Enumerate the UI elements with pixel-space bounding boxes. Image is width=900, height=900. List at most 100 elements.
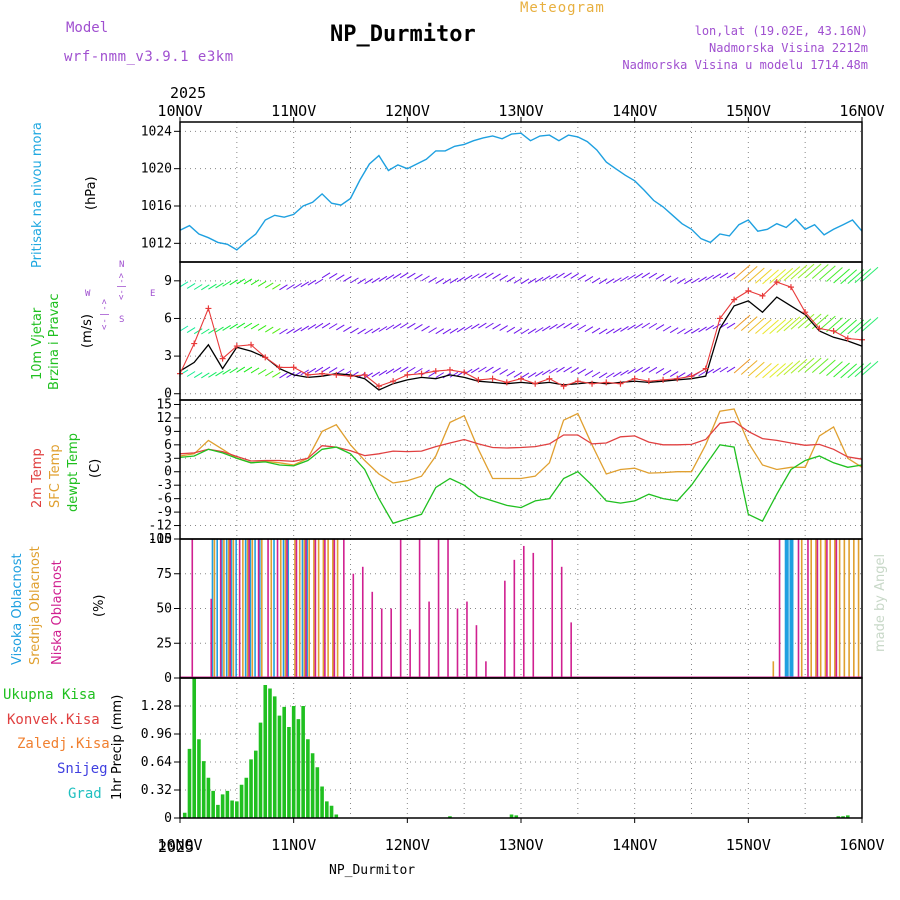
cloud-bar bbox=[800, 539, 803, 678]
precip-bar bbox=[334, 814, 339, 818]
precip-bar bbox=[253, 750, 258, 818]
wind-barb bbox=[854, 362, 872, 378]
precip-bar bbox=[514, 815, 519, 818]
wind-barb bbox=[314, 322, 324, 329]
wind-barb bbox=[854, 268, 872, 284]
wind-barb bbox=[215, 326, 224, 333]
wind-barb bbox=[556, 322, 565, 329]
wind-barb bbox=[698, 370, 707, 377]
precip-legend-total: Ukupna Kisa bbox=[3, 687, 96, 703]
precip-bar bbox=[220, 794, 225, 818]
model-name: wrf-nmm_v3.9.1 e3km bbox=[64, 49, 234, 65]
wind-tick-label: 0 bbox=[164, 387, 172, 402]
wind-barb bbox=[485, 272, 494, 279]
wind-gust-marker bbox=[802, 309, 809, 316]
cloud-bar bbox=[513, 559, 516, 678]
precip-bar bbox=[187, 748, 192, 818]
wind-gust-marker bbox=[475, 376, 482, 383]
time-label-top: 11NOV bbox=[271, 102, 316, 120]
wind-barb bbox=[634, 272, 643, 279]
wind-barb bbox=[556, 272, 565, 279]
wind-barb bbox=[485, 322, 494, 329]
wind-gust-marker bbox=[461, 369, 468, 376]
wind-gust-marker bbox=[731, 296, 738, 303]
wind-barb bbox=[712, 367, 722, 374]
wind-barb bbox=[755, 268, 772, 284]
cloud-bar bbox=[225, 539, 228, 678]
precip-bar bbox=[320, 786, 324, 818]
wind-barb bbox=[584, 370, 594, 376]
wind-barb bbox=[811, 314, 829, 330]
wind-barb bbox=[591, 277, 601, 284]
wind-barb bbox=[549, 367, 558, 374]
wind-barb bbox=[193, 284, 203, 290]
cloud-bar bbox=[336, 539, 339, 678]
cloud-bar bbox=[332, 539, 334, 678]
wind-barb bbox=[854, 318, 872, 334]
wind-barb bbox=[648, 322, 658, 329]
cloud-bar bbox=[560, 566, 563, 678]
precip-bar bbox=[841, 816, 845, 818]
wind-barb bbox=[208, 371, 217, 378]
wind-gust-marker bbox=[674, 375, 681, 382]
wind-barb bbox=[179, 325, 189, 332]
cloud-bar bbox=[848, 539, 850, 678]
wind-barb bbox=[733, 314, 751, 330]
cloud-bar bbox=[211, 539, 214, 678]
wind-barb bbox=[776, 267, 794, 283]
cloud-bar bbox=[223, 539, 225, 678]
wind-gust-marker bbox=[233, 343, 240, 350]
wind-barb bbox=[861, 360, 879, 376]
wind-barb bbox=[861, 266, 879, 282]
wind-barb bbox=[790, 314, 808, 330]
wind-barb bbox=[378, 275, 388, 282]
wind-barb bbox=[307, 367, 317, 374]
wind-barb bbox=[840, 319, 858, 335]
wind-barb bbox=[463, 274, 473, 281]
wind-barb bbox=[279, 284, 288, 291]
wind-barb bbox=[385, 368, 395, 375]
cloud-bar bbox=[276, 539, 279, 678]
precip-bar bbox=[315, 767, 320, 818]
cloud-bar bbox=[238, 539, 241, 678]
wind-gust-marker bbox=[333, 371, 340, 378]
time-label-top: 15NOV bbox=[726, 102, 771, 120]
wind-barb bbox=[435, 328, 445, 335]
wind-barb bbox=[485, 366, 494, 373]
coords-text: lon,lat (19.02E, 43.16N) bbox=[694, 24, 868, 38]
wind-barb bbox=[293, 327, 302, 333]
cloud-bar bbox=[810, 539, 813, 678]
wind-barb bbox=[719, 272, 729, 279]
wind-barb bbox=[257, 280, 267, 287]
cloud-bar bbox=[343, 539, 345, 678]
wind-barb bbox=[414, 324, 423, 330]
compass-e: E bbox=[150, 289, 156, 299]
wind-barb bbox=[208, 327, 217, 334]
wind-gust-marker bbox=[745, 287, 752, 294]
precip-tick-label: 0.96 bbox=[141, 727, 172, 742]
precip-bar bbox=[268, 688, 272, 818]
wind-barb bbox=[691, 277, 700, 284]
cloud-bar bbox=[282, 539, 285, 678]
wind-gust-marker bbox=[262, 354, 269, 361]
wind-barb bbox=[762, 269, 779, 285]
wind-barb bbox=[705, 324, 714, 331]
wind-barb bbox=[826, 267, 843, 282]
wind-barb bbox=[804, 263, 822, 279]
wind-barb bbox=[229, 367, 238, 374]
year-top: 2025 bbox=[170, 84, 207, 102]
wind-barb bbox=[343, 326, 352, 333]
wind-barb bbox=[478, 366, 487, 373]
wind-barb bbox=[726, 272, 736, 279]
wind-barb bbox=[613, 371, 622, 378]
wind-gust-marker bbox=[574, 378, 581, 385]
wind-barb bbox=[833, 268, 850, 284]
wind-barb bbox=[272, 371, 281, 378]
cloud-bar bbox=[456, 608, 459, 678]
wind-barb bbox=[364, 278, 373, 285]
wind-barb bbox=[428, 327, 437, 334]
wind-gust-marker bbox=[631, 375, 638, 382]
time-label-bottom: 12NOV bbox=[385, 836, 430, 854]
cloud-bar bbox=[428, 601, 430, 678]
wind-barb bbox=[229, 279, 238, 286]
